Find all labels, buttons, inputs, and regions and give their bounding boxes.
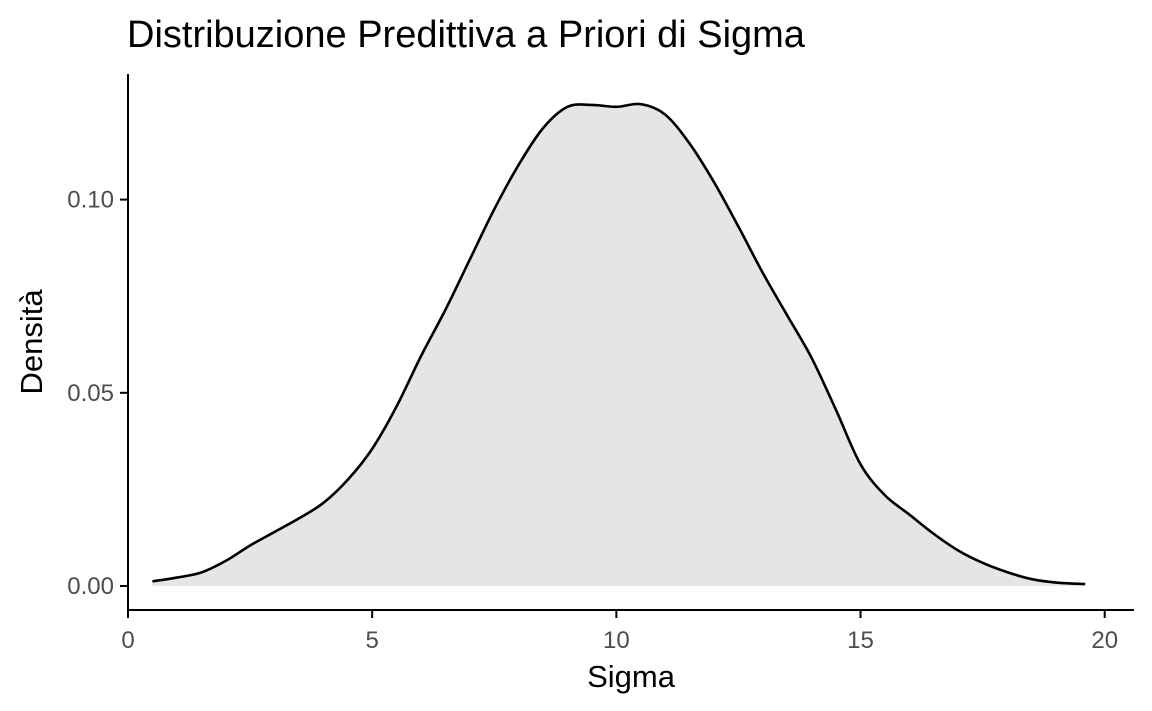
x-tick-label: 5 <box>365 627 378 654</box>
y-tick-label: 0.05 <box>67 380 114 407</box>
density-line <box>152 102 1086 586</box>
y-tick-label: 0.00 <box>67 573 114 600</box>
y-axis-title: Densità <box>14 289 49 395</box>
x-axis-title: Sigma <box>587 659 676 694</box>
x-tick-label: 10 <box>603 627 630 654</box>
y-tick-label: 0.10 <box>67 187 114 214</box>
chart-title: Distribuzione Predittiva a Priori di Sig… <box>127 14 806 56</box>
density-area <box>152 103 1086 587</box>
x-axis-ticks: 0 5 10 15 20 <box>121 610 1118 654</box>
x-tick-label: 15 <box>847 627 874 654</box>
x-tick-label: 20 <box>1091 627 1118 654</box>
y-axis-ticks: 0.00 0.05 0.10 <box>67 187 128 600</box>
x-tick-label: 0 <box>121 627 134 654</box>
